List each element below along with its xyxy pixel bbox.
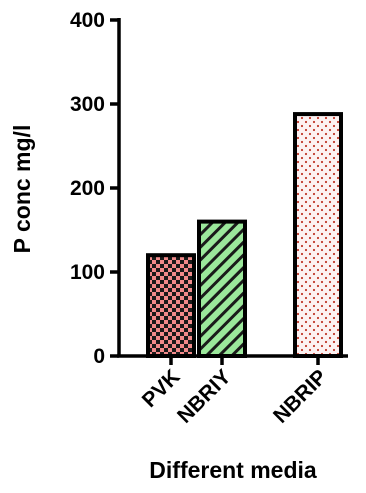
x-tick-label: NBRIP: [269, 365, 331, 427]
bar-nbriy: [197, 219, 247, 358]
bar-nbrip: [293, 112, 343, 358]
x-axis-title: Different media: [149, 457, 317, 483]
y-tick-label: 300: [70, 93, 105, 116]
bars: [146, 112, 343, 358]
bar-pvk: [146, 253, 196, 358]
y-axis-title: P conc mg/l: [9, 125, 35, 254]
y-tick-label: 0: [93, 345, 105, 368]
x-tick-label: NBRIY: [173, 365, 235, 427]
y-tick-label: 400: [70, 9, 105, 32]
y-tick-label: 100: [70, 261, 105, 284]
x-tick-label: PVK: [138, 365, 185, 412]
y-tick-label: 200: [70, 177, 105, 200]
y-ticks: 0 100 200 300 400: [70, 9, 119, 368]
